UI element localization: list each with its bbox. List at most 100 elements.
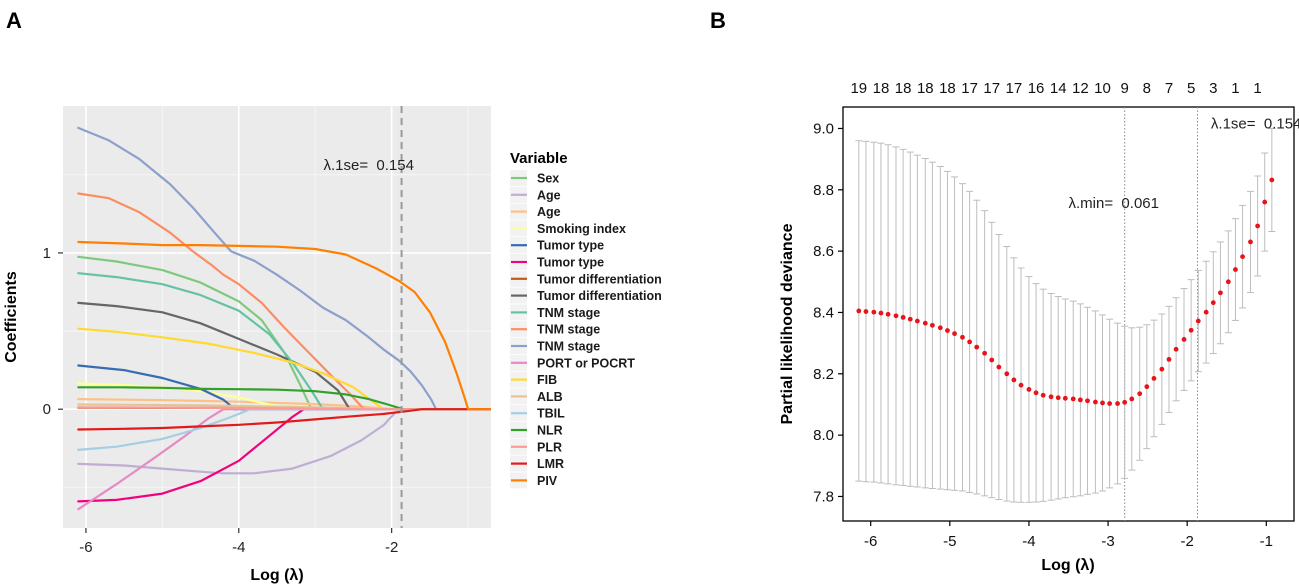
deviance-point [1033,390,1039,396]
x-tick-label: -3 [1101,533,1114,550]
y-tick-label: 8.8 [813,182,834,199]
x-tick-label: -6 [864,533,877,550]
coefficient-path-13 [77,327,491,411]
y-tick-label: 8.0 [813,427,834,444]
deviance-point [1210,300,1216,306]
deviance-point [1240,254,1245,260]
coefficient-path-17 [77,406,491,411]
variable-count-label: 18 [917,80,934,97]
variable-count-label: 5 [1187,80,1195,97]
deviance-point [960,334,965,340]
deviance-point [945,328,950,333]
legend-label: ALB [537,390,563,404]
deviance-point [1181,337,1187,342]
deviance-point [937,325,943,331]
deviance-point [1144,384,1150,390]
deviance-point [871,309,877,315]
deviance-point [1218,290,1223,296]
legend-label: Tumor type [537,256,604,270]
deviance-point [1269,177,1275,183]
variable-count-label: 12 [1072,80,1089,97]
legend-label: Age [537,188,561,202]
deviance-point [885,311,891,317]
coefficient-path-12 [77,408,491,511]
deviance-point [1070,396,1076,402]
deviance-point [1225,279,1231,285]
legend-label: PLR [537,440,562,454]
deviance-point [1203,309,1209,315]
y-tick-label: 7.8 [813,488,834,505]
coefficient-path-15 [77,408,491,451]
panel-a-label: A [6,8,22,33]
deviance-point [1262,199,1268,205]
legend-label: TNM stage [537,306,600,320]
deviance-point [1137,391,1143,397]
panel-b: B 19 18 18 18 18 17 17 17 16 14 12 10 9 8 7 5 3 1 1 λ.min=… [710,8,1299,574]
variable-count-label: 18 [873,80,890,97]
coefficient-path-8 [77,301,491,411]
deviance-point [996,364,1002,370]
deviance-point [1255,223,1261,229]
panel-a-legend: Variable Sex Age Age Smoking index Tumor typ… [510,150,662,489]
variable-count-label: 3 [1209,80,1217,97]
coefficient-path-16 [77,386,491,411]
coefficient-path-1 [77,255,491,411]
panel-b-label: B [710,8,726,33]
deviance-point [982,350,988,356]
deviance-point [1077,397,1083,403]
legend-label: Tumor differentiation [537,289,662,303]
deviance-point [1151,376,1157,381]
panel-a-axes: -6 -4 -2 0 1 [43,245,399,556]
deviance-point [1248,239,1253,245]
deviance-point [1026,387,1032,392]
panel-a-coefficient-paths [77,126,491,511]
variable-count-label: 1 [1231,80,1239,97]
deviance-point [930,322,935,328]
deviance-point [1122,399,1128,405]
legend-label: Age [537,205,561,219]
deviance-point [1166,356,1172,362]
coefficient-path-11 [77,126,491,411]
legend-label: Smoking index [537,222,626,236]
legend-label: NLR [537,424,563,438]
deviance-point [878,310,884,316]
coefficient-path-9 [77,272,491,411]
variable-count-label: 17 [1006,80,1023,97]
y-tick-label: 9.0 [813,120,834,137]
x-tick-label: -5 [943,533,956,550]
deviance-point [1173,346,1179,352]
deviance-point [967,339,972,345]
panel-b-error-bars [855,127,1276,503]
legend-label: TBIL [537,407,565,421]
deviance-point [863,309,869,314]
variable-count-label: 18 [895,80,912,97]
legend-label: PIV [537,474,558,488]
deviance-point [952,331,957,337]
y-tick-label: 8.2 [813,366,834,383]
coefficient-path-19 [77,240,491,411]
legend-label: LMR [537,457,564,471]
deviance-point [1233,267,1238,272]
panel-b-variable-counts: 19 18 18 18 18 17 17 17 16 14 12 10 9 8 7 5 3 1 1 [850,80,1261,97]
variable-count-label: 1 [1253,80,1261,97]
deviance-point [1048,394,1054,400]
variable-count-label: 16 [1028,80,1045,97]
deviance-point [856,308,862,314]
panel-b-deviance-points [856,177,1275,406]
legend-label: Sex [537,172,559,186]
y-tick-label: 8.4 [813,304,834,321]
y-tick-label: 0 [43,401,51,418]
coefficient-path-18 [77,408,491,431]
variable-count-label: 8 [1143,80,1151,97]
panel-a: A λ.1se= 0.154 -6 -4 -2 0 1 Log (λ) Coeffici… [3,8,662,584]
deviance-point [900,314,906,320]
deviance-point [1107,401,1113,406]
deviance-point [1040,392,1046,398]
panel-b-lambda-1se-annotation: λ.1se= 0.154 [1211,115,1299,132]
y-tick-label: 8.6 [813,243,834,260]
coefficient-path-10 [77,192,491,411]
panel-a-plot-background [63,106,491,528]
legend-title: Variable [510,150,568,167]
y-tick-label: 1 [43,245,51,262]
